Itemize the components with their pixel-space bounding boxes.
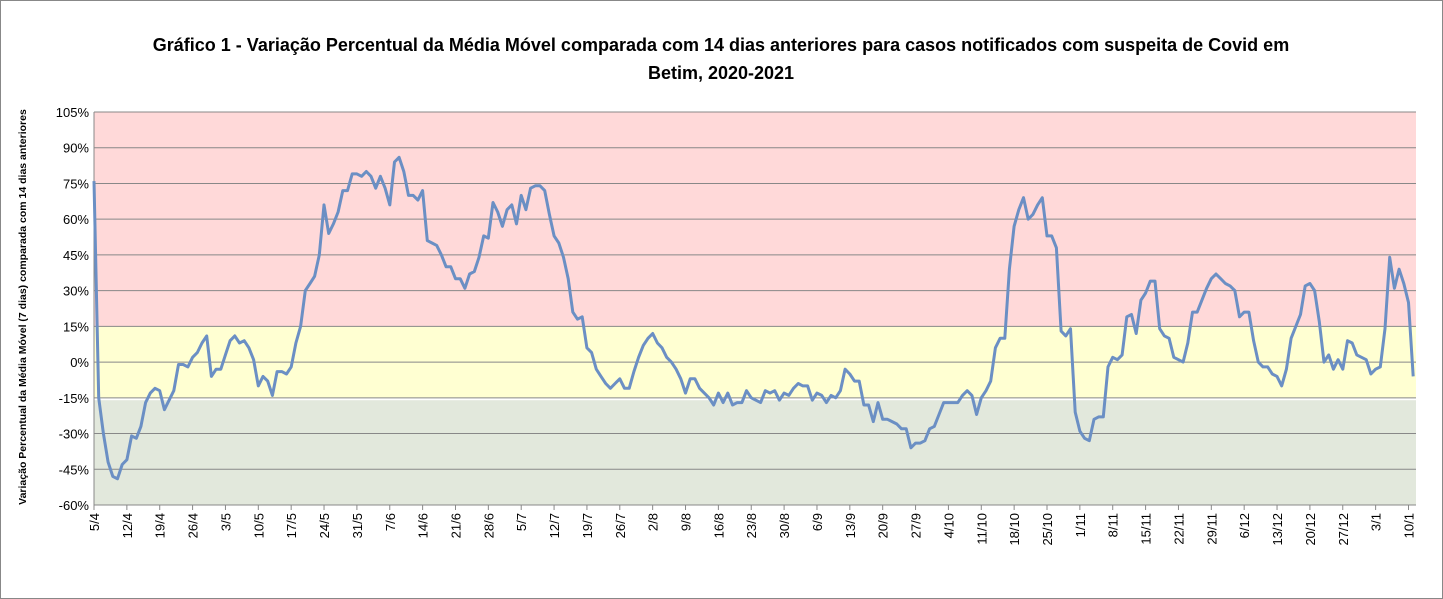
x-tick-label: 26/4: [186, 513, 201, 538]
y-tick-label: 75%: [63, 176, 89, 191]
x-tick-label: 3/1: [1369, 513, 1384, 531]
x-tick-label: 14/6: [416, 513, 431, 538]
x-tick-label: 31/5: [350, 513, 365, 538]
x-tick-label: 20/9: [876, 513, 891, 538]
x-tick-label: 5/4: [87, 513, 102, 531]
x-tick-label: 17/5: [284, 513, 299, 538]
y-tick-label: -15%: [59, 391, 90, 406]
y-tick-label: -30%: [59, 427, 90, 442]
x-tick-label: 10/5: [251, 513, 266, 538]
x-tick-label: 8/11: [1106, 513, 1121, 537]
x-tick-label: 27/12: [1336, 513, 1351, 546]
x-tick-label: 12/4: [120, 513, 135, 538]
x-tick-label: 18/10: [1007, 513, 1022, 546]
x-tick-label: 6/9: [810, 513, 825, 531]
x-tick-label: 12/7: [547, 513, 562, 538]
x-tick-label: 10/1: [1401, 513, 1416, 538]
x-tick-label: 26/7: [613, 513, 628, 538]
x-tick-label: 19/7: [580, 513, 595, 538]
x-tick-label: 5/7: [514, 513, 529, 531]
x-tick-label: 11/10: [974, 513, 989, 545]
y-tick-label: 0%: [70, 355, 89, 370]
data-line: [92, 155, 1415, 481]
x-tick-label: 13/9: [843, 513, 858, 538]
x-tick-label: 27/9: [909, 513, 924, 538]
x-tick-label: 3/5: [218, 513, 233, 531]
y-tick-label: 90%: [63, 141, 89, 156]
x-tick-label: 9/8: [679, 513, 694, 531]
x-tick-label: 2/8: [646, 513, 661, 531]
x-tick-label: 30/8: [777, 513, 792, 538]
chart-title: Gráfico 1 - Variação Percentual da Média…: [152, 35, 1290, 83]
x-tick-label: 19/4: [153, 513, 168, 538]
threshold-band: [94, 400, 1416, 505]
x-tick-label: 6/12: [1237, 513, 1252, 538]
x-tick-label: 21/6: [448, 513, 463, 538]
y-tick-label: 30%: [63, 284, 89, 299]
x-tick-label: 16/8: [711, 513, 726, 538]
x-tick-label: 1/11: [1073, 513, 1088, 537]
x-tick-label: 22/11: [1171, 513, 1186, 545]
y-tick-label: -45%: [59, 462, 90, 477]
x-tick-label: 29/11: [1204, 513, 1219, 545]
x-tick-label: 13/12: [1270, 513, 1285, 546]
x-tick-label: 25/10: [1040, 513, 1055, 546]
x-tick-label: 15/11: [1139, 513, 1154, 545]
x-tick-label: 7/6: [383, 513, 398, 531]
y-tick-label: 105%: [56, 105, 90, 120]
x-tick-label: 20/12: [1303, 513, 1318, 546]
y-tick-label: -60%: [59, 498, 90, 513]
y-tick-label: 60%: [63, 212, 89, 227]
x-tick-label: 4/10: [941, 513, 956, 538]
y-tick-label: 15%: [63, 319, 89, 334]
x-tick-label: 28/6: [481, 513, 496, 538]
x-tick-label: 23/8: [744, 513, 759, 538]
y-tick-label: 45%: [63, 248, 89, 263]
x-tick-label: 24/5: [317, 513, 332, 538]
